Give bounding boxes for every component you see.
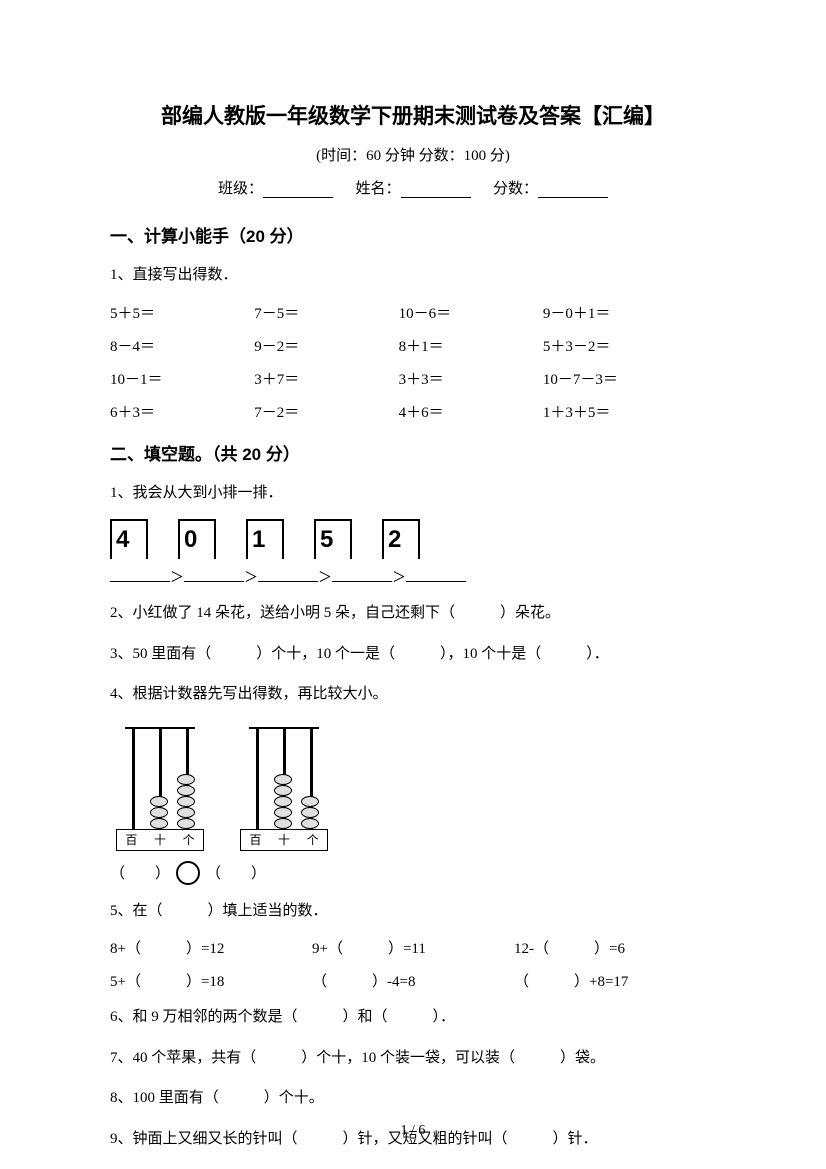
calc-cell: 8＋1＝ <box>399 335 543 356</box>
doc-subtitle: (时间：60 分钟 分数：100 分) <box>110 144 716 165</box>
s2-q1: 1、我会从大到小排一排． <box>110 479 716 508</box>
fill-cell: 12-（ ）=6 <box>514 937 716 958</box>
abacus-label: 十 <box>154 831 166 848</box>
fill-cell: 9+（ ）=11 <box>312 937 514 958</box>
score-blank <box>538 182 608 198</box>
page-number: 1 / 6 <box>0 1123 826 1139</box>
score-label: 分数： <box>493 181 538 197</box>
compare-circle <box>176 861 200 885</box>
calc-cell: 8－4＝ <box>110 335 254 356</box>
abacus-1: 百 十 个 <box>110 721 210 851</box>
fill-cell: 8+（ ）=12 <box>110 937 312 958</box>
abacus-label: 个 <box>183 831 195 848</box>
num-box: 2 <box>382 519 420 559</box>
info-line: 班级： 姓名： 分数： <box>110 177 716 198</box>
abacus-label: 百 <box>125 831 137 848</box>
num-box: 1 <box>246 519 284 559</box>
abacus-2: 百 十 个 <box>234 721 334 851</box>
compare-left: （ ） <box>110 862 170 883</box>
s2-q6: 6、和 9 万相邻的两个数是（ ）和（ ）． <box>110 1003 716 1032</box>
calc-cell: 4＋6＝ <box>399 401 543 422</box>
sort-line: ＞＞＞＞ <box>110 567 716 587</box>
calc-cell: 5＋5＝ <box>110 302 254 323</box>
s2-q8: 8、100 里面有（ ）个十。 <box>110 1084 716 1113</box>
calc-cell: 6＋3＝ <box>110 401 254 422</box>
section2-heading: 二、填空题。（共 20 分） <box>110 440 716 465</box>
compare-right: （ ） <box>206 862 266 883</box>
calc-cell: 10－1＝ <box>110 368 254 389</box>
s2-q2: 2、小红做了 14 朵花，送给小明 5 朵，自己还剩下（ ）朵花。 <box>110 599 716 628</box>
fill-cell: （ ）+8=17 <box>514 970 716 991</box>
calc-cell: 10－7－3＝ <box>543 368 716 389</box>
calc-cell: 3＋3＝ <box>399 368 543 389</box>
section1-heading: 一、计算小能手（20 分） <box>110 222 716 247</box>
calc-cell: 5＋3－2＝ <box>543 335 716 356</box>
calc-cell: 9－2＝ <box>254 335 398 356</box>
abacus-row: 百 十 个 百 十 个 <box>110 721 716 851</box>
fill-cell: 5+（ ）=18 <box>110 970 312 991</box>
s2-q5: 5、在（ ）填上适当的数． <box>110 897 716 926</box>
number-boxes: 4 0 1 5 2 <box>110 519 716 559</box>
s2-q3: 3、50 里面有（ ）个十，10 个一是（ ），10 个十是（ ）． <box>110 640 716 669</box>
calc-cell: 7－2＝ <box>254 401 398 422</box>
class-blank <box>263 182 333 198</box>
name-blank <box>401 182 471 198</box>
calc-cell: 9－0＋1＝ <box>543 302 716 323</box>
s2-q7: 7、40 个苹果，共有（ ）个十，10 个装一袋，可以装（ ）袋。 <box>110 1044 716 1073</box>
abacus-label: 百 <box>249 831 261 848</box>
doc-title: 部编人教版一年级数学下册期末测试卷及答案【汇编】 <box>110 100 716 130</box>
calc-cell: 1＋3＋5＝ <box>543 401 716 422</box>
num-box: 4 <box>110 519 148 559</box>
calc-cell: 10－6＝ <box>399 302 543 323</box>
abacus-label: 十 <box>278 831 290 848</box>
class-label: 班级： <box>218 181 263 197</box>
calc-grid: 5＋5＝ 7－5＝ 10－6＝ 9－0＋1＝ 8－4＝ 9－2＝ 8＋1＝ 5＋… <box>110 302 716 422</box>
fill-grid: 8+（ ）=12 9+（ ）=11 12-（ ）=6 5+（ ）=18 （ ）-… <box>110 937 716 991</box>
s2-q4: 4、根据计数器先写出得数，再比较大小。 <box>110 680 716 709</box>
calc-cell: 7－5＝ <box>254 302 398 323</box>
calc-cell: 3＋7＝ <box>254 368 398 389</box>
fill-cell: （ ）-4=8 <box>312 970 514 991</box>
s1-q1: 1、直接写出得数． <box>110 261 716 290</box>
name-label: 姓名： <box>355 181 400 197</box>
abacus-label: 个 <box>307 831 319 848</box>
num-box: 0 <box>178 519 216 559</box>
compare-line: （ ） （ ） <box>110 861 716 885</box>
num-box: 5 <box>314 519 352 559</box>
